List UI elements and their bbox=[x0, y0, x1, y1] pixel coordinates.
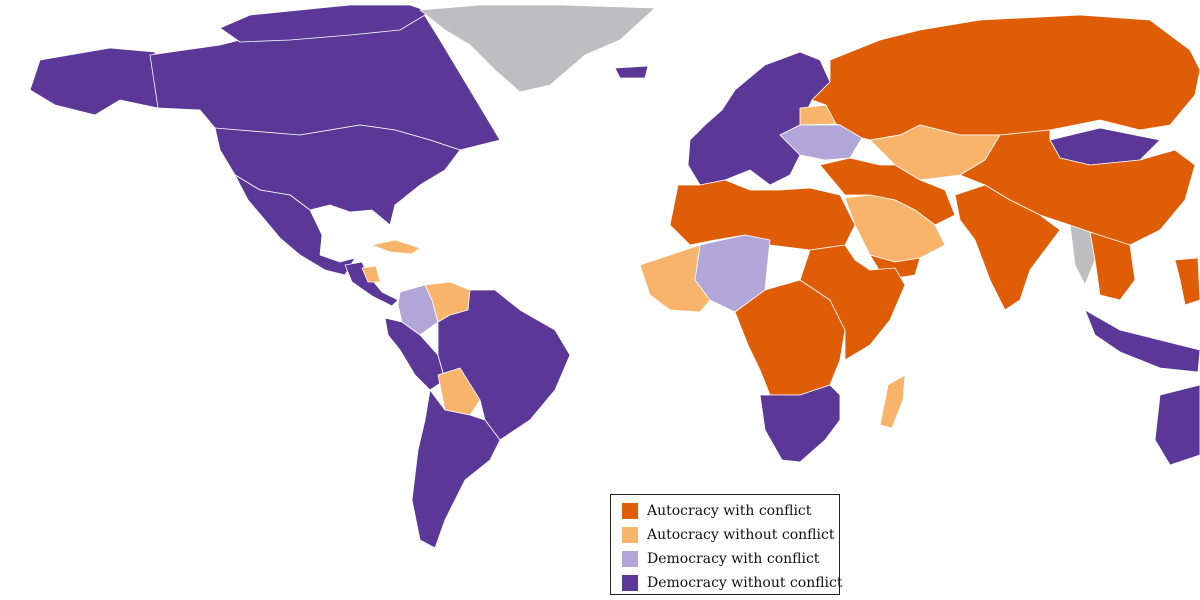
region-united-states: United States bbox=[214, 124, 461, 226]
region-greenland: Greenland bbox=[419, 4, 656, 93]
region-brazil: Brazil bbox=[437, 289, 571, 441]
region-west-africa: West Africa bbox=[639, 244, 711, 313]
legend-label: Democracy without conflict bbox=[647, 575, 843, 591]
legend-swatch bbox=[622, 527, 638, 543]
legend-swatch bbox=[622, 551, 638, 567]
legend-label: Autocracy without conflict bbox=[647, 527, 835, 543]
region-cuba: Cuba bbox=[371, 239, 421, 255]
region-nicaragua: Nicaragua bbox=[361, 265, 381, 283]
region-north-africa: North Africa bbox=[669, 179, 856, 251]
legend-item-democracy-without-conflict: Democracy without conflict bbox=[622, 571, 843, 595]
map-legend: Autocracy with conflict Autocracy withou… bbox=[610, 494, 843, 595]
legend-item-autocracy-without-conflict: Autocracy without conflict bbox=[622, 523, 839, 547]
legend-swatch bbox=[622, 575, 638, 591]
region-iceland: Iceland bbox=[614, 65, 649, 79]
legend-item-democracy-with-conflict: Democracy with conflict bbox=[622, 547, 839, 571]
legend-label: Autocracy with conflict bbox=[647, 503, 812, 519]
region-europe: Europe bbox=[687, 51, 831, 186]
region-central-africa: Central Africa bbox=[734, 279, 846, 396]
region-madagascar: Madagascar bbox=[879, 374, 906, 429]
region-southern-africa: Southern Africa bbox=[759, 384, 841, 463]
region-mexico: Mexico bbox=[234, 174, 356, 276]
legend-item-autocracy-with-conflict: Autocracy with conflict bbox=[622, 499, 839, 523]
region-russia: Russia bbox=[811, 14, 1200, 141]
region-saudi-arabia: Saudi Arabia bbox=[844, 194, 946, 263]
region-peru-ecuador: Peru / Ecuador bbox=[384, 317, 446, 391]
region-central-america: Central America bbox=[344, 261, 399, 307]
region-alaska: Alaska bbox=[29, 47, 159, 116]
legend-label: Democracy with conflict bbox=[647, 551, 820, 567]
region-india: India bbox=[954, 184, 1061, 311]
region-myanmar: Myanmar bbox=[1069, 224, 1096, 286]
region-east-africa: East Africa bbox=[799, 244, 906, 361]
region-philippines: Philippines bbox=[1174, 257, 1200, 306]
region-southeast-asia: Southeast Asia bbox=[1089, 231, 1136, 301]
region-southern-cone: Southern Cone bbox=[411, 389, 501, 549]
region-australia: Australia bbox=[1154, 384, 1200, 466]
region-bolivia: Bolivia bbox=[437, 367, 481, 416]
region-indonesia: Indonesia bbox=[1084, 309, 1200, 373]
legend-swatch bbox=[622, 503, 638, 519]
